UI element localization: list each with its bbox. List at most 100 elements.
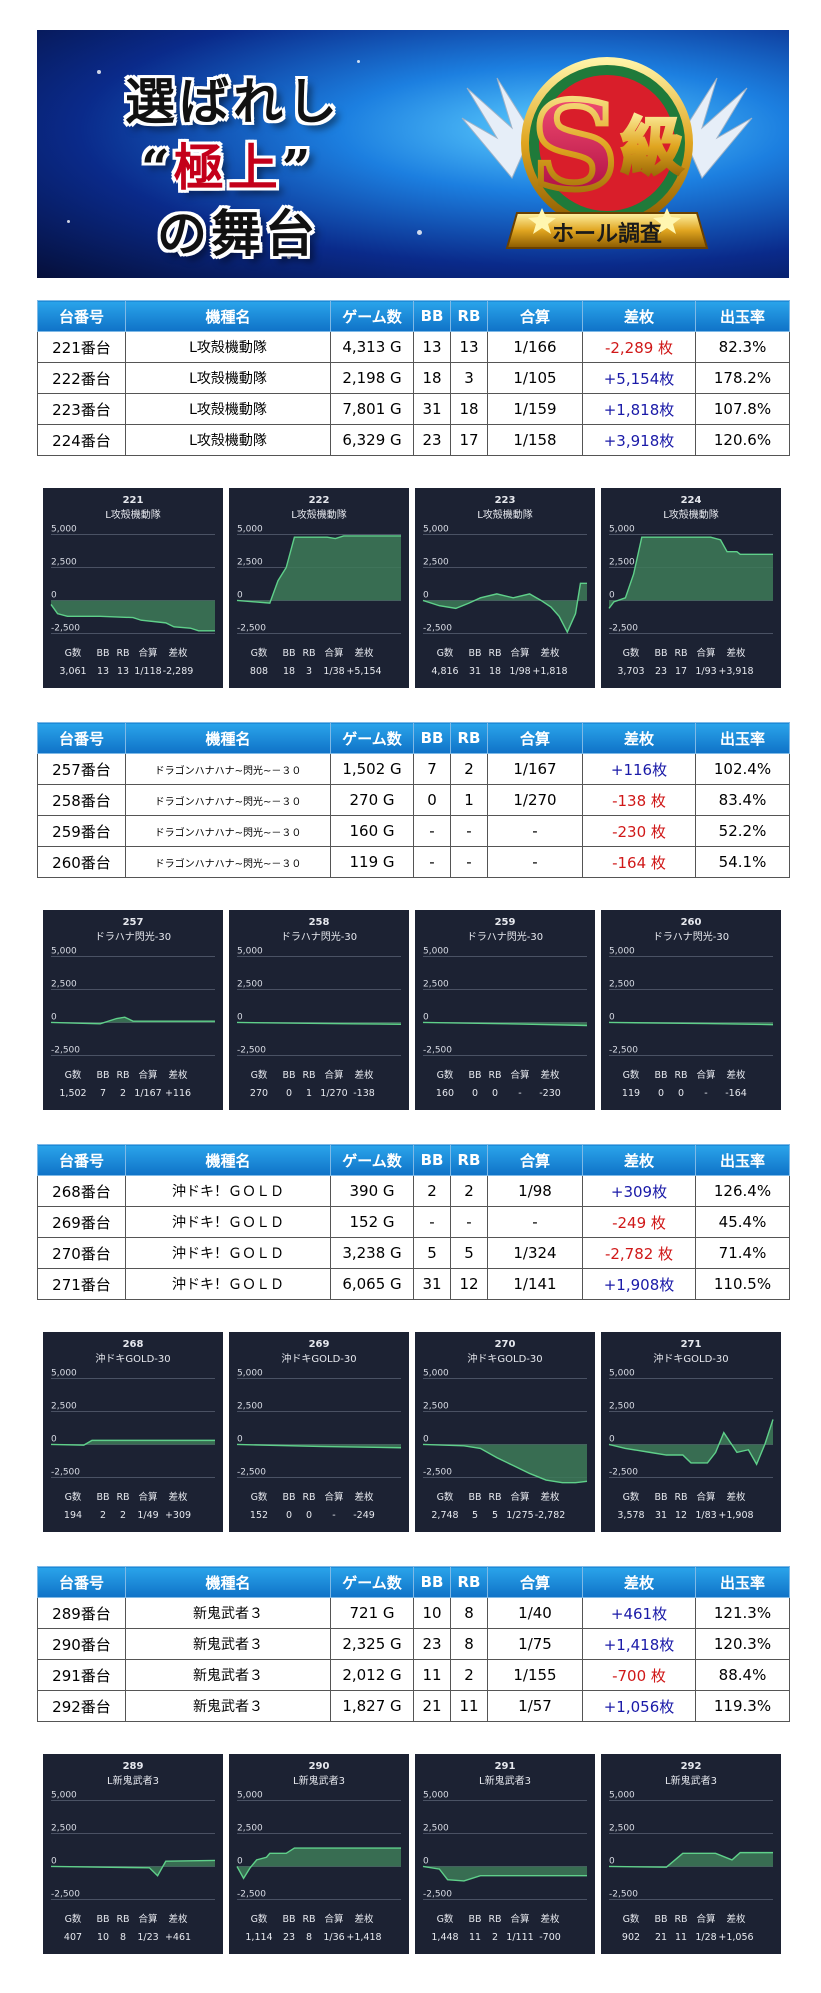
chart-id-label: 291 [495, 1761, 516, 1772]
stat-header: BB [468, 1070, 481, 1081]
stat-header: 合算 [324, 647, 343, 659]
cell-diff: -700 枚 [582, 1659, 696, 1691]
cell-diff: -2,289 枚 [582, 331, 696, 363]
stat-value: 31 [655, 1510, 667, 1521]
area-fill [423, 1866, 587, 1881]
cell-bb: 18 [413, 362, 451, 394]
stat-value: 8 [306, 1932, 312, 1943]
y-tick-label: 5,000 [237, 1369, 263, 1379]
cell-total: 1/166 [487, 331, 583, 363]
stat-header: BB [96, 1914, 109, 1925]
cell-diff: +1,056枚 [582, 1690, 696, 1722]
cell-bb: 23 [413, 424, 451, 456]
cell-diff: +1,418枚 [582, 1628, 696, 1660]
chart-title: 沖ドキGOLD-30 [653, 1352, 728, 1365]
cell-games: 6,065 G [330, 1268, 414, 1300]
stat-header: RB [674, 648, 687, 659]
y-tick-label: -2,500 [609, 623, 638, 633]
y-tick-label: 2,500 [51, 1824, 77, 1834]
cell-games: 390 G [330, 1175, 414, 1207]
stat-value: -230 [539, 1088, 561, 1099]
y-tick-label: 5,000 [51, 1791, 77, 1801]
cell-total: 1/324 [487, 1237, 583, 1269]
banner-line-2: “極上” [141, 138, 315, 197]
chart-title: L新鬼武者3 [293, 1774, 345, 1787]
cell-rb: - [450, 815, 488, 847]
stat-header: RB [674, 1070, 687, 1081]
stat-header: G数 [251, 1491, 268, 1503]
column-header: BB [413, 300, 451, 332]
stat-value: +5,154 [346, 666, 381, 677]
series-line [422, 1865, 587, 1882]
stat-header: RB [488, 1914, 501, 1925]
stat-value: 1/36 [323, 1932, 344, 1943]
area-fill [237, 1848, 401, 1879]
stat-value: 1/98 [509, 666, 530, 677]
stat-value: 1/28 [695, 1932, 716, 1943]
chart-id-label: 289 [123, 1761, 144, 1772]
stat-header: 差枚 [354, 647, 374, 659]
stat-value: 31 [469, 666, 481, 677]
y-tick-label: 0 [609, 1856, 615, 1866]
cell-bb: 2 [413, 1175, 451, 1207]
stat-value: 2,748 [431, 1510, 458, 1521]
stat-value: 17 [675, 666, 687, 677]
stat-value: 0 [286, 1088, 292, 1099]
stat-value: -249 [353, 1510, 375, 1521]
chart-id-label: 258 [309, 917, 330, 928]
chart-268: 268 沖ドキGOLD-30 5,000 2,500 0 -2,500 G数 194 BB 2 RB… [43, 1332, 223, 1532]
stat-value: - [518, 1088, 521, 1099]
stat-header: 合算 [696, 647, 715, 659]
column-header: 台番号 [37, 1566, 126, 1598]
cell-bb: 31 [413, 1268, 451, 1300]
cell-games: 1,502 G [330, 753, 414, 785]
y-tick-label: 2,500 [51, 980, 77, 990]
badge-kanji: 級 [621, 110, 683, 183]
chart-id-label: 221 [123, 495, 144, 506]
cell-rate: 121.3% [695, 1597, 790, 1629]
stat-header: 差枚 [540, 1069, 560, 1081]
y-tick-label: 2,500 [609, 558, 635, 568]
chart-title: 沖ドキGOLD-30 [467, 1352, 542, 1365]
column-header: 出玉率 [695, 300, 790, 332]
cell-model: 沖ドキ！ＧＯＬＤ [125, 1237, 331, 1269]
cell-bb: 21 [413, 1690, 451, 1722]
stat-header: G数 [65, 1491, 82, 1503]
table-row: 271番台 沖ドキ！ＧＯＬＤ 6,065 G 31 12 1/141 +1,908枚 110.… [37, 1268, 790, 1300]
stat-header: RB [302, 648, 315, 659]
stat-header: G数 [437, 1069, 454, 1081]
chart-221: 221 L攻殻機動隊 5,000 2,500 0 -2,500 G数 3,061 BB 13 RB 1… [43, 488, 223, 688]
banner-line-3: の舞台 [157, 204, 319, 263]
cell-total: - [487, 846, 583, 878]
stat-value: 3 [306, 666, 312, 677]
stat-value: 18 [489, 666, 501, 677]
stat-header: G数 [623, 1069, 640, 1081]
stat-value: 23 [283, 1932, 295, 1943]
stat-value: +116 [165, 1088, 191, 1099]
stat-value: 1/111 [506, 1932, 533, 1943]
chart-271: 271 沖ドキGOLD-30 5,000 2,500 0 -2,500 G数 3,578 BB 3… [601, 1332, 781, 1532]
stat-header: 差枚 [726, 1491, 746, 1503]
stat-header: BB [654, 1070, 667, 1081]
cell-rate: 82.3% [695, 331, 790, 363]
series-line [50, 1859, 216, 1877]
stat-header: 差枚 [726, 647, 746, 659]
chart-id-label: 290 [309, 1761, 330, 1772]
stat-header: BB [282, 1492, 295, 1503]
hero-banner: 選ばれし “極上” の舞台 S 級 ホール調査 [37, 30, 789, 278]
cell-model: ドラゴンハナハナ~閃光~－３０ [125, 846, 331, 878]
stat-value: 1/270 [320, 1088, 347, 1099]
stat-header: 差枚 [726, 1913, 746, 1925]
cell-rate: 119.3% [695, 1690, 790, 1722]
cell-bb: 23 [413, 1628, 451, 1660]
cell-diff: +1,818枚 [582, 393, 696, 425]
stat-value: 21 [655, 1932, 667, 1943]
y-tick-label: 2,500 [51, 1402, 77, 1412]
chart-224: 224 L攻殻機動隊 5,000 2,500 0 -2,500 G数 3,703 BB 23 RB 1… [601, 488, 781, 688]
column-header: ゲーム数 [330, 1144, 414, 1176]
table-row: 224番台 L攻殻機動隊 6,329 G 23 17 1/158 +3,918枚 120.6% [37, 424, 790, 456]
stat-header: 差枚 [168, 647, 188, 659]
stat-header: RB [674, 1914, 687, 1925]
stat-value: +461 [165, 1932, 191, 1943]
chart-title: ドラハナ閃光-30 [95, 930, 171, 943]
